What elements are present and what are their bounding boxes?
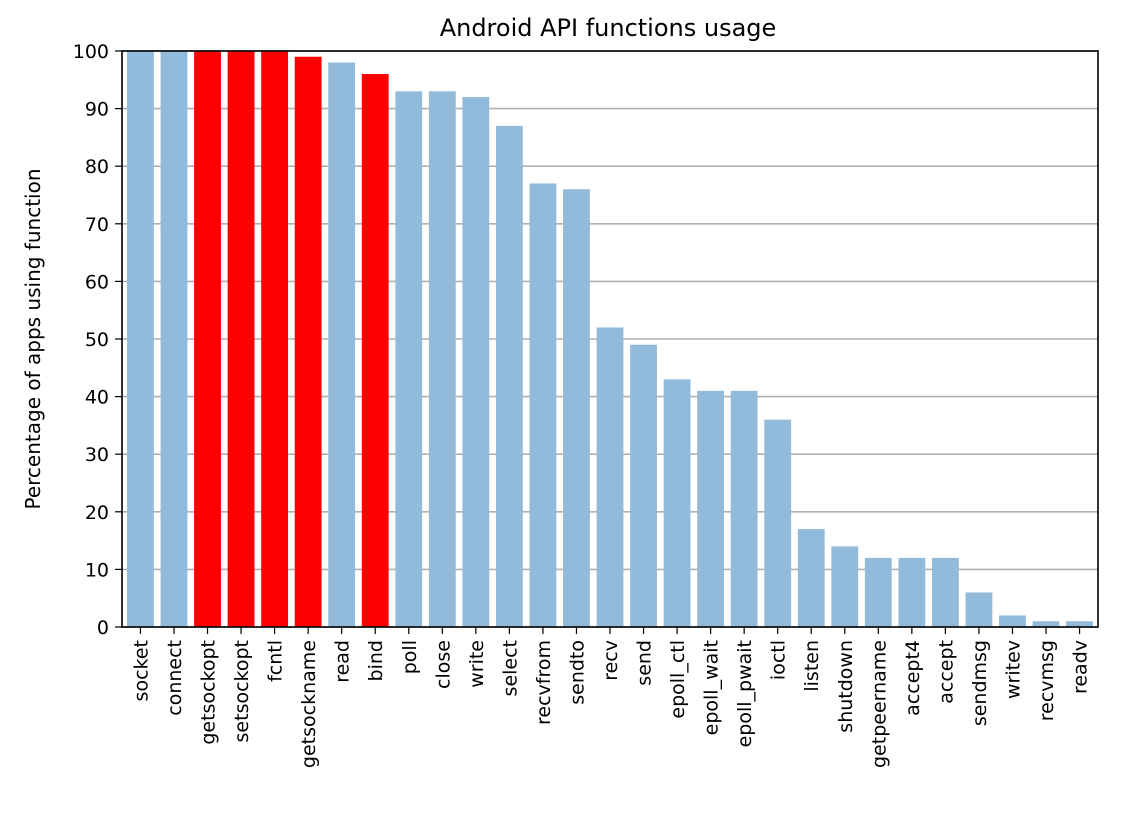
bar-setsockopt xyxy=(227,51,255,627)
x-tick-label: getsockopt xyxy=(198,640,220,745)
bar-listen xyxy=(797,529,825,627)
x-tick-label: bind xyxy=(365,640,387,681)
bar-sendto xyxy=(563,189,590,628)
x-tick-label: poll xyxy=(399,640,421,674)
bar-send xyxy=(630,344,657,627)
x-tick-label: listen xyxy=(801,640,823,692)
x-tick-label: ioctl xyxy=(768,640,790,680)
bar-sendmsg xyxy=(965,592,993,627)
bar-getpeername xyxy=(864,557,892,627)
y-tick-label: 80 xyxy=(85,156,109,178)
y-tick-label: 40 xyxy=(85,387,109,409)
x-tick-label: getsockname xyxy=(298,640,320,768)
bar-readv xyxy=(1066,621,1093,627)
y-tick-label: 30 xyxy=(85,444,109,466)
y-axis-title: Percentage of apps using function xyxy=(21,168,45,509)
y-tick-label: 60 xyxy=(85,271,109,293)
x-tick-label: sendmsg xyxy=(969,640,991,726)
x-tick-label: epoll_pwait xyxy=(734,640,756,747)
bar-recvmsg xyxy=(1032,621,1060,627)
x-tick-label: recvfrom xyxy=(533,640,555,725)
chart-title: Android API functions usage xyxy=(440,14,777,42)
y-axis-ticks: 0 10 20 30 40 50 60 70 80 90 100 xyxy=(73,41,122,639)
bar-socket xyxy=(127,51,154,627)
x-tick-label: epoll_wait xyxy=(701,640,723,735)
y-tick-label: 90 xyxy=(85,99,109,121)
bar-poll xyxy=(395,91,423,627)
x-tick-label: recv xyxy=(600,640,622,681)
x-tick-label: select xyxy=(499,640,521,696)
y-tick-label: 0 xyxy=(97,617,109,639)
x-tick-label: close xyxy=(432,640,454,689)
y-tick-label: 100 xyxy=(73,41,109,63)
x-tick-label: writev xyxy=(1002,640,1024,699)
bar-getsockopt xyxy=(194,51,221,627)
x-tick-label: readv xyxy=(1070,640,1092,694)
bar-close xyxy=(428,91,456,627)
bar-connect xyxy=(160,51,188,627)
x-tick-label: connect xyxy=(164,640,186,716)
x-tick-label: fcntl xyxy=(265,640,287,682)
x-tick-label: setsockopt xyxy=(231,640,253,742)
bar-ioctl xyxy=(764,419,792,627)
bar-recv xyxy=(596,327,624,627)
bar-write xyxy=(462,97,490,627)
x-tick-label: send xyxy=(634,640,656,686)
bar-bind xyxy=(361,74,389,628)
bar-accept xyxy=(931,557,959,627)
x-tick-label: accept4 xyxy=(902,640,924,716)
bar-recvfrom xyxy=(529,183,557,628)
bars xyxy=(127,51,1093,628)
x-tick-label: shutdown xyxy=(835,640,857,733)
x-tick-label: getpeername xyxy=(868,640,890,768)
bar-select xyxy=(495,125,523,627)
x-tick-label: recvmsg xyxy=(1036,640,1058,721)
x-tick-label: socket xyxy=(130,640,152,701)
x-tick-label: epoll_ctl xyxy=(667,640,689,719)
y-tick-label: 50 xyxy=(85,329,109,351)
y-tick-label: 10 xyxy=(85,559,109,581)
bar-fcntl xyxy=(261,51,289,627)
bar-epoll-wait xyxy=(697,390,725,627)
bar-shutdown xyxy=(831,546,859,627)
x-tick-label: write xyxy=(466,640,488,688)
x-tick-label: accept xyxy=(935,640,957,704)
x-axis-ticks: socket connect getsockopt setsockopt fcntl ge… xyxy=(130,627,1092,768)
y-tick-label: 20 xyxy=(85,502,109,524)
bar-accept4 xyxy=(898,557,926,627)
bar-read xyxy=(328,62,356,627)
y-tick-label: 70 xyxy=(85,214,109,236)
bar-epoll-ctl xyxy=(663,379,691,627)
bar-epoll-pwait xyxy=(730,390,758,627)
x-tick-label: read xyxy=(332,640,354,683)
x-tick-label: sendto xyxy=(566,640,588,705)
bar-writev xyxy=(999,615,1026,627)
bar-getsockname xyxy=(294,56,322,627)
